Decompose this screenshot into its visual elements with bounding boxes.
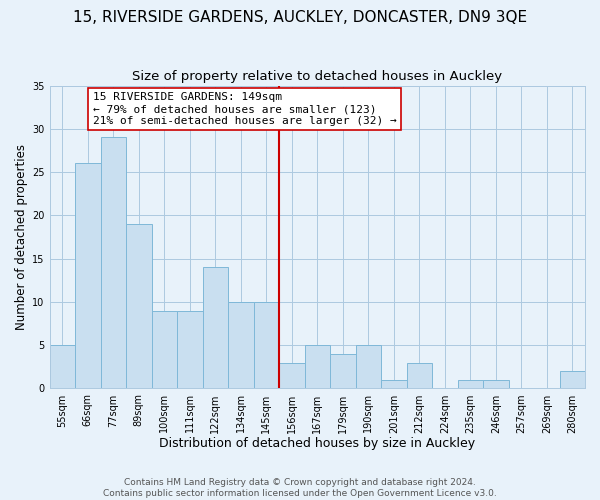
Bar (356, 345, 381, 389)
Bar (305, 345, 330, 389)
Bar (330, 354, 356, 388)
Bar (203, 268, 228, 388)
Bar (483, 380, 509, 388)
Title: Size of property relative to detached houses in Auckley: Size of property relative to detached ho… (132, 70, 502, 83)
Bar (177, 310, 203, 388)
Bar (407, 362, 432, 388)
Text: Contains HM Land Registry data © Crown copyright and database right 2024.
Contai: Contains HM Land Registry data © Crown c… (103, 478, 497, 498)
Text: 15 RIVERSIDE GARDENS: 149sqm
← 79% of detached houses are smaller (123)
21% of s: 15 RIVERSIDE GARDENS: 149sqm ← 79% of de… (93, 92, 397, 126)
Bar (75, 164, 101, 388)
Bar (458, 380, 483, 388)
Text: 15, RIVERSIDE GARDENS, AUCKLEY, DONCASTER, DN9 3QE: 15, RIVERSIDE GARDENS, AUCKLEY, DONCASTE… (73, 10, 527, 25)
Bar (50, 345, 75, 389)
Bar (152, 310, 177, 388)
X-axis label: Distribution of detached houses by size in Auckley: Distribution of detached houses by size … (159, 437, 475, 450)
Bar (126, 224, 152, 388)
Bar (279, 362, 305, 388)
Bar (381, 380, 407, 388)
Bar (560, 371, 585, 388)
Bar (101, 138, 126, 388)
Bar (254, 302, 279, 388)
Y-axis label: Number of detached properties: Number of detached properties (15, 144, 28, 330)
Bar (228, 302, 254, 388)
